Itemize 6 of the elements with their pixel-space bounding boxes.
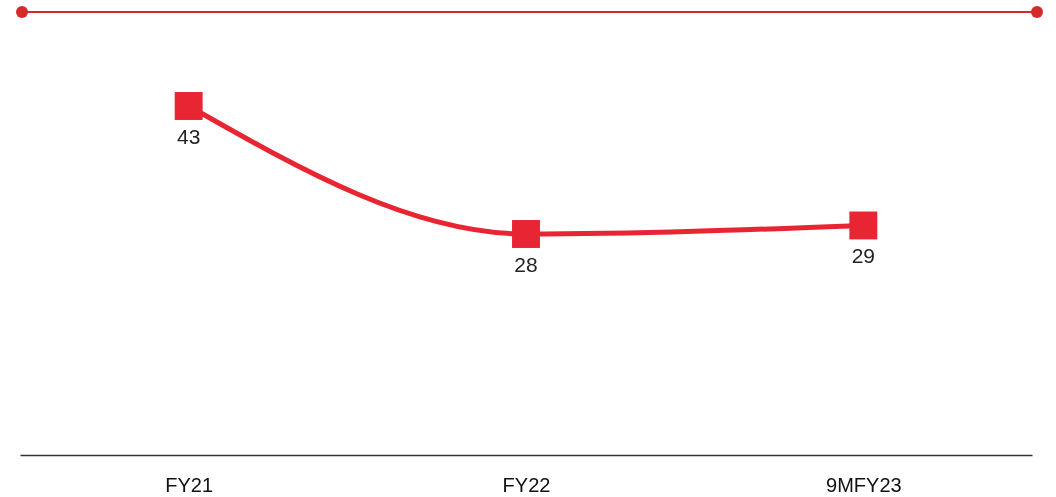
x-tick-label: FY22 [502, 473, 551, 496]
data-label: 43 [176, 125, 201, 148]
data-label: 29 [851, 244, 876, 268]
data-label: 28 [514, 253, 538, 276]
x-tick-label: 9MFY23 [826, 473, 902, 496]
x-tick-label: FY21 [165, 473, 214, 496]
